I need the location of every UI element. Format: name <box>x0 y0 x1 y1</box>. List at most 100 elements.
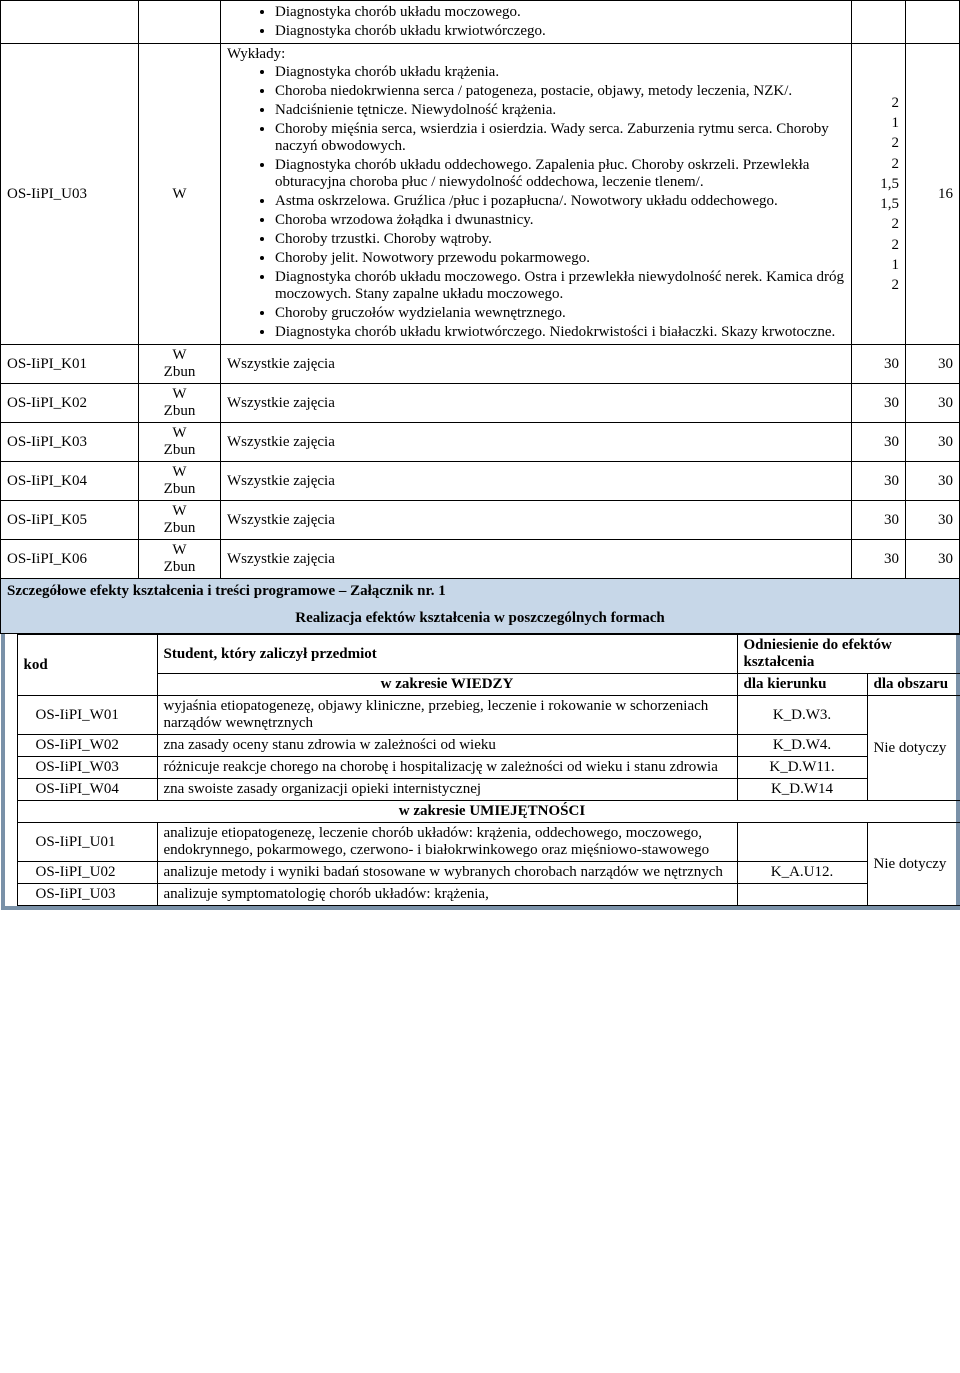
bullet-item: Choroby jelit. Nowotwory przewodu pokarm… <box>275 249 845 268</box>
table-row: OS-IiPI_W03różnicuje reakcje chorego na … <box>17 757 960 779</box>
ref-cell: K_D.W3. <box>737 696 867 735</box>
form-cell: WZbun <box>139 540 221 579</box>
table-row: OS-IiPI_K01WZbunWszystkie zajęcia3030 <box>1 345 960 384</box>
num-cell: 30 <box>852 540 906 579</box>
code-cell: OS-IiPI_W03 <box>17 757 157 779</box>
ref-cell <box>737 823 867 862</box>
umiej-header: w zakresie UMIEJĘTNOŚCI <box>17 801 960 823</box>
ref-cell: K_D.W14 <box>737 779 867 801</box>
effects-table: kod Student, który zaliczył przedmiot Od… <box>17 634 960 906</box>
text-cell: analizuje etiopatogenezę, leczenie choró… <box>157 823 737 862</box>
table-row: OS-IiPI_W01wyjaśnia etiopatogenezę, obja… <box>17 696 960 735</box>
code-cell: OS-IiPI_U03 <box>17 884 157 906</box>
band-line1: Szczegółowe efekty kształcenia i treści … <box>1 579 959 604</box>
num-cell: 30 <box>852 462 906 501</box>
table-row: OS-IiPI_K03WZbunWszystkie zajęcia3030 <box>1 423 960 462</box>
bullet-list: Diagnostyka chorób układu krążenia.Choro… <box>227 63 845 342</box>
form-cell: WZbun <box>139 345 221 384</box>
bullet-item: Choroby trzustki. Choroby wątroby. <box>275 230 845 249</box>
main-table: Diagnostyka chorób układu moczowego.Diag… <box>0 0 960 910</box>
code-cell: OS-IiPI_K02 <box>1 384 139 423</box>
bullet-list: Diagnostyka chorób układu moczowego.Diag… <box>227 3 845 41</box>
code-cell: OS-IiPI_W02 <box>17 735 157 757</box>
table-row: OS-IiPI_K02WZbunWszystkie zajęcia3030 <box>1 384 960 423</box>
code-cell: OS-IiPI_U03 <box>1 44 139 345</box>
text-cell: Wszystkie zajęcia <box>221 540 852 579</box>
text-cell: Wszystkie zajęcia <box>221 384 852 423</box>
kierunku-header: dla kierunku <box>737 674 867 696</box>
code-cell: OS-IiPI_K06 <box>1 540 139 579</box>
bullet-item: Diagnostyka chorób układu moczowego. <box>275 3 845 22</box>
bullet-item: Diagnostyka chorób układu krążenia. <box>275 63 845 82</box>
text-cell: Wszystkie zajęcia <box>221 345 852 384</box>
form-cell: WZbun <box>139 384 221 423</box>
bullet-item: Choroba niedokrwienna serca / patogeneza… <box>275 82 845 101</box>
code-cell: OS-IiPI_K05 <box>1 501 139 540</box>
form-cell: W <box>139 44 221 345</box>
bullet-item: Diagnostyka chorób układu moczowego. Ost… <box>275 268 845 304</box>
num-cell: 30 <box>906 384 960 423</box>
bullet-item: Choroby mięśnia serca, wsierdzia i osier… <box>275 120 845 156</box>
ref-cell: K_D.W11. <box>737 757 867 779</box>
numbers-cell: 2 1 2 2 1,5 1,5 2 2 1 2 <box>852 44 906 345</box>
code-cell: OS-IiPI_W01 <box>17 696 157 735</box>
effects-container-row: kod Student, który zaliczył przedmiot Od… <box>1 634 960 911</box>
code-cell: OS-IiPI_K01 <box>1 345 139 384</box>
table-row: Diagnostyka chorób układu moczowego.Diag… <box>1 1 960 44</box>
num-cell: 30 <box>852 423 906 462</box>
bullet-item: Astma oskrzelowa. Gruźlica /płuc i pozap… <box>275 192 845 211</box>
table-row: OS-IiPI_W04zna swoiste zasady organizacj… <box>17 779 960 801</box>
form-cell: WZbun <box>139 462 221 501</box>
bullet-item: Diagnostyka chorób układu krwiotwórczego… <box>275 22 845 41</box>
text-cell: analizuje symptomatologię chorób układów… <box>157 884 737 906</box>
num-cell: 30 <box>906 540 960 579</box>
code-cell: OS-IiPI_K04 <box>1 462 139 501</box>
text-cell: analizuje metody i wyniki badań stosowan… <box>157 862 737 884</box>
code-cell: OS-IiPI_W04 <box>17 779 157 801</box>
table-row: OS-IiPI_K05WZbunWszystkie zajęcia3030 <box>1 501 960 540</box>
wiedzy-header: w zakresie WIEDZY <box>157 674 737 696</box>
num-cell: 30 <box>906 462 960 501</box>
bullet-item: Choroba wrzodowa żołądka i dwunastnicy. <box>275 211 845 230</box>
form-cell: WZbun <box>139 423 221 462</box>
table-row: OS-IiPI_U03 W Wykłady: Diagnostyka choró… <box>1 44 960 345</box>
text-cell: zna swoiste zasady organizacji opieki in… <box>157 779 737 801</box>
bullet-item: Diagnostyka chorób układu krwiotwórczego… <box>275 323 845 342</box>
code-cell: OS-IiPI_U01 <box>17 823 157 862</box>
ref-cell: K_A.U12. <box>737 862 867 884</box>
student-header: Student, który zaliczył przedmiot <box>157 635 737 674</box>
bullet-item: Nadciśnienie tętnicze. Niewydolność krąż… <box>275 101 845 120</box>
table-row: OS-IiPI_U03analizuje symptomatologię cho… <box>17 884 960 906</box>
kod-header: kod <box>17 635 157 696</box>
bullet-item: Diagnostyka chorób układu oddechowego. Z… <box>275 156 845 192</box>
code-cell: OS-IiPI_K03 <box>1 423 139 462</box>
ref-cell: K_D.W4. <box>737 735 867 757</box>
text-cell: Wszystkie zajęcia <box>221 501 852 540</box>
code-cell: OS-IiPI_U02 <box>17 862 157 884</box>
table-row: OS-IiPI_K06WZbunWszystkie zajęcia3030 <box>1 540 960 579</box>
table-row: OS-IiPI_U01analizuje etiopatogenezę, lec… <box>17 823 960 862</box>
band-line2: Realizacja efektów kształcenia w poszcze… <box>1 604 959 633</box>
lead-text: Wykłady: <box>227 46 845 63</box>
num-cell: 30 <box>852 345 906 384</box>
obszaru-header: dla obszaru <box>867 674 960 696</box>
total-cell: 16 <box>906 44 960 345</box>
obszar-cell: Nie dotyczy <box>867 823 960 906</box>
ref-header: Odniesienie do efektów kształcenia <box>737 635 960 674</box>
text-cell: Wszystkie zajęcia <box>221 423 852 462</box>
table-row: OS-IiPI_W02zna zasady oceny stanu zdrowi… <box>17 735 960 757</box>
table-row: OS-IiPI_K04WZbunWszystkie zajęcia3030 <box>1 462 960 501</box>
num-cell: 30 <box>906 423 960 462</box>
ref-cell <box>737 884 867 906</box>
table-row: OS-IiPI_U02analizuje metody i wyniki bad… <box>17 862 960 884</box>
text-cell: Wszystkie zajęcia <box>221 462 852 501</box>
text-cell: różnicuje reakcje chorego na chorobę i h… <box>157 757 737 779</box>
num-cell: 30 <box>906 345 960 384</box>
num-cell: 30 <box>906 501 960 540</box>
text-cell: zna zasady oceny stanu zdrowia w zależno… <box>157 735 737 757</box>
bullet-item: Choroby gruczołów wydzielania wewnętrzne… <box>275 304 845 323</box>
num-cell: 30 <box>852 501 906 540</box>
form-cell: WZbun <box>139 501 221 540</box>
num-cell: 30 <box>852 384 906 423</box>
section-header-row: Szczegółowe efekty kształcenia i treści … <box>1 579 960 634</box>
